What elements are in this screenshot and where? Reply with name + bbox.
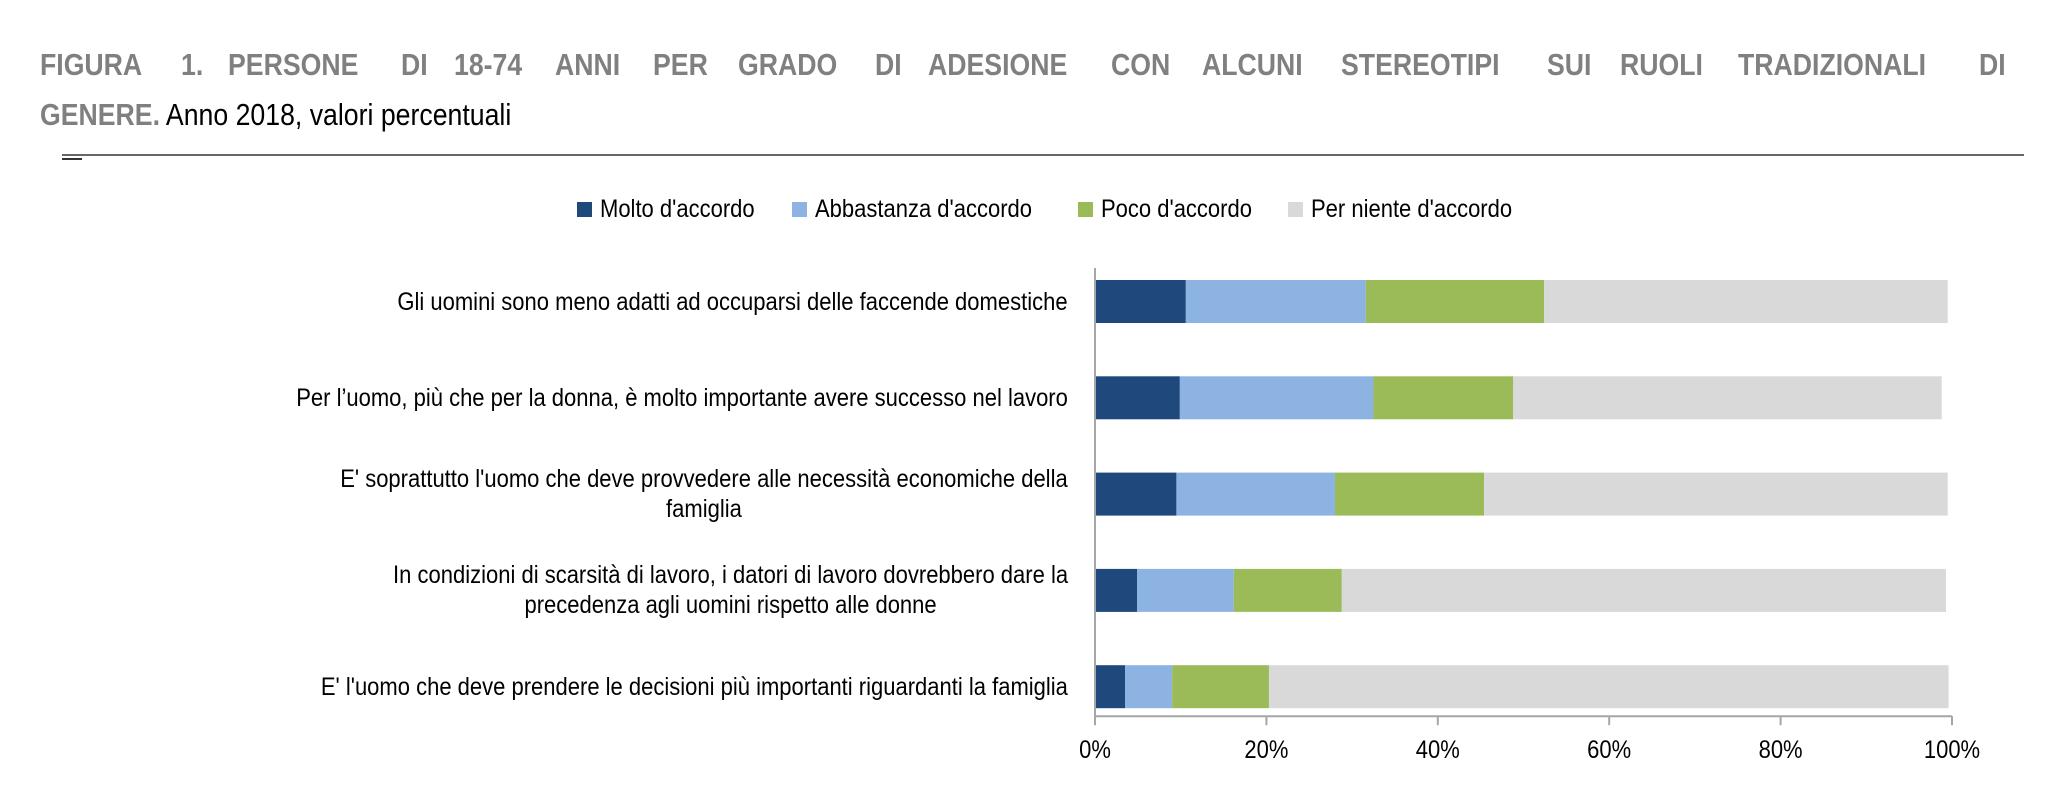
legend-label: Abbastanza d'accordo	[815, 195, 1033, 223]
category-label-text: E' l'uomo che deve prendere le decisioni…	[320, 672, 1068, 701]
bar-segment	[1341, 568, 1947, 612]
category-label: Gli uomini sono meno adatti ad occuparsi…	[306, 287, 1068, 317]
category-label: In condizioni di scarsità di lavoro, i d…	[301, 560, 1068, 620]
bar-segment	[1095, 280, 1186, 323]
legend: Molto d'accordo Abbastanza d'accordo Poco …	[0, 195, 2048, 224]
bar-segment	[1233, 568, 1342, 612]
title-word: ALCUNI	[1202, 47, 1303, 82]
x-tick-label: 40%	[1416, 736, 1460, 764]
category-label: E' l'uomo che deve prendere le decisioni…	[219, 672, 1068, 702]
legend-label: Poco d'accordo	[1100, 195, 1252, 223]
title-word: CON	[1111, 47, 1171, 82]
title-word: PERSONE	[228, 47, 359, 82]
legend-item: Per niente d'accordo	[1288, 195, 1526, 224]
bar-segment	[1268, 665, 1949, 709]
bar-segment	[1136, 568, 1234, 612]
bar-segment	[1484, 472, 1948, 516]
category-label-text: Per l’uomo, più che per la donna, è molt…	[296, 383, 1068, 412]
title-word: RUOLI	[1620, 47, 1704, 82]
category-label: Per l’uomo, più che per la donna, è molt…	[191, 383, 1068, 413]
x-tick-label: 60%	[1587, 736, 1631, 764]
category-label: E' soprattutto l'uomo che deve provveder…	[241, 464, 1068, 524]
figure-title: FIGURA 1. PERSONE DI 18-74 ANNI PER GRADO DI ADES…	[40, 40, 2010, 140]
title-word: PER	[652, 47, 708, 82]
bar-segment	[1172, 665, 1269, 709]
legend-item: Poco d'accordo	[1077, 195, 1259, 224]
title-subtitle: Anno 2018, valori percentuali	[159, 97, 512, 132]
title-word: 18-74	[454, 47, 523, 82]
title-word: 1.	[180, 47, 203, 82]
bar-segment	[1095, 568, 1137, 612]
x-tick-label: 20%	[1244, 736, 1288, 764]
bar-segment	[1124, 665, 1173, 709]
bar-segment	[1095, 376, 1180, 420]
bar-segment	[1544, 280, 1948, 323]
bar-segment	[1365, 280, 1545, 323]
bar-segment	[1095, 472, 1177, 516]
bar-segment	[1179, 376, 1374, 420]
category-label-text: E' soprattutto l'uomo che deve provveder…	[340, 465, 1068, 524]
legend-label: Per niente d'accordo	[1311, 195, 1513, 223]
title-word: DI	[401, 47, 429, 82]
title-word: STEREOTIPI	[1340, 47, 1500, 82]
title-word: FIGURA	[40, 47, 143, 82]
x-tick-label: 0%	[1079, 736, 1111, 764]
title-word: DI	[1978, 47, 2006, 82]
title-word: TRADIZIONALI	[1738, 47, 1927, 82]
x-tick-label: 100%	[1924, 736, 1980, 764]
category-label-text: Gli uomini sono meno adatti ad occuparsi…	[397, 287, 1068, 316]
bar-segment	[1373, 376, 1514, 420]
title-word: GRADO	[738, 47, 838, 82]
bar-segment	[1185, 280, 1366, 323]
bar-segment	[1513, 376, 1942, 420]
legend-item: Molto d'accordo	[577, 195, 762, 224]
rule-mark	[62, 158, 82, 160]
legend-swatch	[1077, 202, 1093, 217]
title-word: ANNI	[555, 47, 621, 82]
title-word: SUI	[1546, 47, 1592, 82]
title-word: ADESIONE	[927, 47, 1068, 82]
title-rule	[62, 154, 2024, 156]
legend-swatch	[1288, 202, 1304, 217]
x-tick-label: 80%	[1759, 736, 1803, 764]
title-bold-part: GENERE.	[40, 97, 160, 132]
title-line-2: GENERE. Anno 2018, valori percentuali	[40, 90, 1734, 140]
legend-swatch	[577, 202, 593, 217]
legend-label: Molto d'accordo	[600, 195, 755, 223]
category-label-text: In condizioni di scarsità di lavoro, i d…	[392, 561, 1068, 620]
legend-item: Abbastanza d'accordo	[792, 195, 1048, 224]
legend-swatch	[792, 202, 807, 217]
title-line-1: FIGURA 1. PERSONE DI 18-74 ANNI PER GRADO DI ADES…	[40, 40, 2010, 90]
title-word: DI	[875, 47, 902, 82]
bar-segment	[1176, 472, 1335, 516]
bar-segment	[1334, 472, 1485, 516]
bar-segment	[1095, 665, 1125, 709]
